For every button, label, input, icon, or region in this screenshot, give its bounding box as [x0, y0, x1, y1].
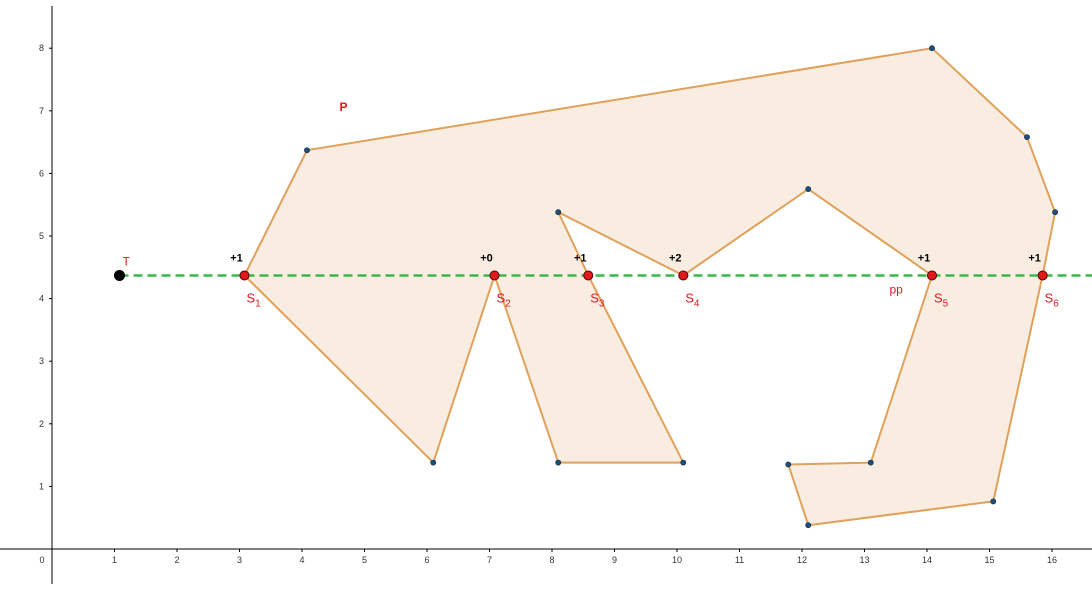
- crossing-count-label: +1: [918, 252, 931, 264]
- vertex-point: [680, 459, 687, 466]
- points-layer: [114, 45, 1059, 529]
- x-tick-label: 16: [1047, 555, 1057, 565]
- x-tick-label: 3: [237, 555, 242, 565]
- vertex-point: [805, 522, 812, 529]
- x-tick-label: 13: [859, 555, 869, 565]
- crossing-count-label: +1: [574, 252, 587, 264]
- ray-label: pp: [890, 282, 904, 296]
- point-t-label: T: [123, 254, 131, 268]
- intersection-label: S2: [497, 290, 512, 309]
- y-tick-label: 1: [39, 481, 44, 491]
- polygon-label: P: [340, 100, 348, 114]
- intersection-label: S3: [590, 290, 605, 309]
- intersection-label-subscript: 4: [694, 298, 700, 309]
- y-tick-label: 3: [39, 356, 44, 366]
- x-tick-label: 1: [112, 555, 117, 565]
- vertex-point: [785, 461, 792, 468]
- intersection-label-subscript: 6: [1053, 298, 1059, 309]
- x-tick-label: 5: [362, 555, 367, 565]
- y-tick-label: 7: [39, 106, 44, 116]
- intersection-point: [489, 270, 500, 281]
- x-tick-label: 2: [174, 555, 179, 565]
- vertex-point: [430, 459, 437, 466]
- intersection-point: [583, 270, 594, 281]
- y-tick-label: 8: [39, 43, 44, 53]
- polygon-layer: [243, 47, 1057, 527]
- vertex-point: [867, 459, 874, 466]
- intersection-point: [927, 270, 937, 281]
- crossing-count-label: +1: [230, 252, 243, 264]
- vertex-point: [304, 147, 310, 154]
- x-tick-label: 4: [299, 555, 304, 565]
- intersection-label: S5: [934, 290, 949, 309]
- x-tick-label: 12: [797, 555, 807, 565]
- intersection-label-name: S: [1045, 290, 1054, 305]
- point-t: [114, 269, 125, 281]
- x-tick-label: 15: [984, 555, 994, 565]
- x-tick-label: 6: [424, 555, 429, 565]
- polygon-p: [243, 47, 1057, 527]
- vertex-point: [1052, 209, 1059, 216]
- intersection-label-subscript: 3: [599, 298, 605, 309]
- intersection-label: S4: [685, 290, 700, 309]
- intersection-point: [1037, 270, 1048, 281]
- y-tick-label: 2: [39, 419, 44, 429]
- vertex-point: [990, 498, 997, 505]
- y-tick-label: 5: [39, 231, 44, 241]
- vertex-point: [1024, 134, 1030, 140]
- y-tick-label: 4: [39, 294, 44, 304]
- intersection-label-name: S: [685, 290, 694, 305]
- intersection-point: [239, 270, 250, 281]
- intersection-label-name: S: [497, 290, 506, 305]
- y-tick-label: 6: [39, 168, 44, 178]
- intersection-label-subscript: 1: [255, 298, 261, 309]
- intersection-label: S1: [247, 290, 262, 309]
- crossing-count-label: +2: [669, 252, 682, 264]
- intersection-label: S6: [1045, 290, 1060, 309]
- x-tick-label: 11: [735, 555, 744, 565]
- x-tick-label: 14: [922, 555, 932, 565]
- intersection-label-name: S: [934, 290, 943, 305]
- x-tick-label: 7: [487, 555, 492, 565]
- vertex-point: [805, 186, 812, 192]
- x-tick-label: 8: [549, 555, 554, 565]
- vertex-point: [555, 459, 562, 466]
- vertex-point: [929, 45, 935, 52]
- intersection-label-name: S: [247, 290, 256, 305]
- x-tick-label: 10: [672, 555, 682, 565]
- intersection-label-subscript: 5: [943, 298, 949, 309]
- crossing-count-label: +1: [1028, 252, 1041, 264]
- intersection-label-name: S: [590, 290, 599, 305]
- vertex-point: [555, 209, 562, 216]
- x-tick-label: 9: [612, 555, 617, 565]
- intersection-point: [678, 270, 689, 281]
- intersection-label-subscript: 2: [505, 298, 511, 309]
- x-tick-label: 0: [39, 555, 44, 565]
- crossing-count-label: +0: [480, 252, 493, 264]
